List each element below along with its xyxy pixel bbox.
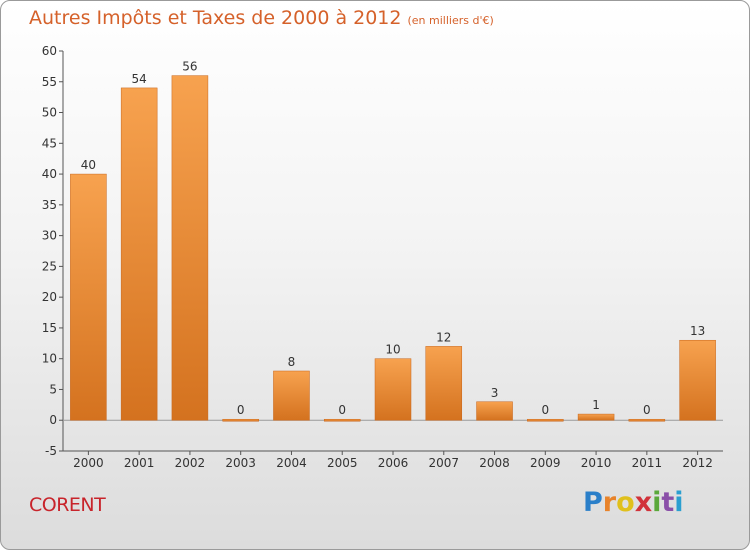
bar-2010 — [577, 413, 615, 421]
x-tick-label-2008: 2008 — [479, 456, 510, 470]
y-tick-label: 0 — [49, 413, 57, 427]
x-tick-label-2002: 2002 — [175, 456, 206, 470]
data-label-2007: 12 — [436, 330, 451, 344]
y-tick-label: -5 — [45, 444, 57, 458]
y-tick-label: 50 — [42, 106, 57, 120]
data-label-2009: 0 — [541, 403, 549, 417]
bar-2011 — [628, 418, 666, 422]
data-label-2012: 13 — [690, 324, 705, 338]
x-tick-label-2005: 2005 — [327, 456, 358, 470]
chart-bars — [70, 75, 716, 422]
bar-2008 — [476, 401, 513, 421]
bar-2004 — [273, 370, 310, 421]
logo-letter: P — [583, 487, 603, 518]
x-tick-label-2003: 2003 — [225, 456, 256, 470]
y-tick-label: 60 — [42, 44, 57, 58]
x-tick-label-2000: 2000 — [73, 456, 104, 470]
logo-letter: i — [674, 487, 684, 518]
commune-name: CORENT — [29, 494, 106, 516]
proxiti-logo: Proxiti — [583, 487, 684, 518]
data-label-2004: 8 — [288, 355, 296, 369]
bar-2000 — [70, 173, 107, 421]
bar-2002 — [171, 75, 209, 421]
data-label-2006: 10 — [385, 343, 400, 357]
chart-title: Autres Impôts et Taxes de 2000 à 2012 — [29, 7, 402, 29]
chart-unit: (en milliers d'€) — [407, 14, 494, 27]
chart-title-block: Autres Impôts et Taxes de 2000 à 2012 (en… — [29, 7, 494, 29]
x-tick-label-2010: 2010 — [581, 456, 612, 470]
y-tick-label: 25 — [42, 259, 57, 273]
logo-letter: x — [634, 487, 653, 518]
logo-letter: o — [616, 487, 635, 518]
x-tick-label-2004: 2004 — [276, 456, 307, 470]
logo-letter: t — [661, 487, 675, 518]
bar-2005 — [323, 418, 361, 422]
data-label-2002: 56 — [182, 60, 197, 74]
logo-letter: i — [652, 487, 662, 518]
bar-2007 — [425, 346, 463, 421]
y-tick-label: 40 — [42, 167, 57, 181]
data-label-2011: 0 — [643, 403, 651, 417]
x-tick-label-2011: 2011 — [632, 456, 663, 470]
data-label-2010: 1 — [592, 398, 600, 412]
x-tick-label-2001: 2001 — [124, 456, 155, 470]
x-tick-label-2007: 2007 — [428, 456, 459, 470]
y-tick-label: 15 — [42, 321, 57, 335]
data-label-2001: 54 — [132, 72, 147, 86]
y-tick-label: 30 — [42, 229, 57, 243]
data-label-2003: 0 — [237, 403, 245, 417]
bar-2009 — [527, 418, 564, 422]
y-tick-label: 45 — [42, 136, 57, 150]
bar-2003 — [222, 418, 259, 422]
data-label-2000: 40 — [81, 158, 96, 172]
y-tick-label: 5 — [49, 382, 57, 396]
y-tick-label: 35 — [42, 198, 57, 212]
bar-2001 — [120, 87, 158, 421]
logo-letter: r — [602, 487, 617, 518]
data-label-2008: 3 — [491, 386, 499, 400]
y-tick-label: 20 — [42, 290, 57, 304]
bar-2006 — [374, 358, 412, 421]
bar-2012 — [679, 339, 716, 421]
y-tick-label: 10 — [42, 352, 57, 366]
x-tick-label-2006: 2006 — [378, 456, 409, 470]
y-tick-label: 55 — [42, 75, 57, 89]
x-tick-label-2012: 2012 — [682, 456, 713, 470]
data-label-2005: 0 — [338, 403, 346, 417]
x-tick-label-2009: 2009 — [530, 456, 561, 470]
